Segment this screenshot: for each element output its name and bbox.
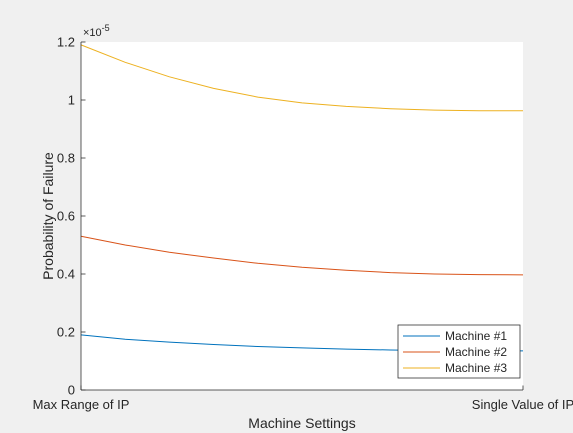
axes-layer: 0 0.2 0.4 0.6 0.8 1 1.2 — [57, 35, 524, 398]
x-tick-label-0: Max Range of IP — [33, 397, 130, 412]
y-tick-label: 0.4 — [57, 267, 75, 282]
y-exponent-label: ×10-5 — [83, 23, 110, 39]
y-tick-label: 1 — [68, 93, 75, 108]
series-line-machine-2 — [80, 235, 524, 276]
legend-label-machine-3: Machine #3 — [445, 361, 507, 375]
y-tick-label: 0 — [68, 383, 75, 398]
y-tick-label: 0.8 — [57, 151, 75, 166]
x-tick-label-1: Single Value of IP — [472, 397, 573, 412]
legend: Machine #1 Machine #2 Machine #3 — [397, 324, 521, 379]
y-axis-label: Probability of Failure — [40, 152, 56, 280]
x-axis-label: Machine Settings — [248, 415, 355, 431]
y-tick-label: 0.2 — [57, 325, 75, 340]
legend-label-machine-2: Machine #2 — [445, 345, 507, 359]
legend-label-machine-1: Machine #1 — [445, 329, 507, 343]
y-tick-label: 1.2 — [57, 35, 75, 50]
series-line-machine-3 — [80, 44, 523, 112]
y-tick-label: 0.6 — [57, 209, 75, 224]
